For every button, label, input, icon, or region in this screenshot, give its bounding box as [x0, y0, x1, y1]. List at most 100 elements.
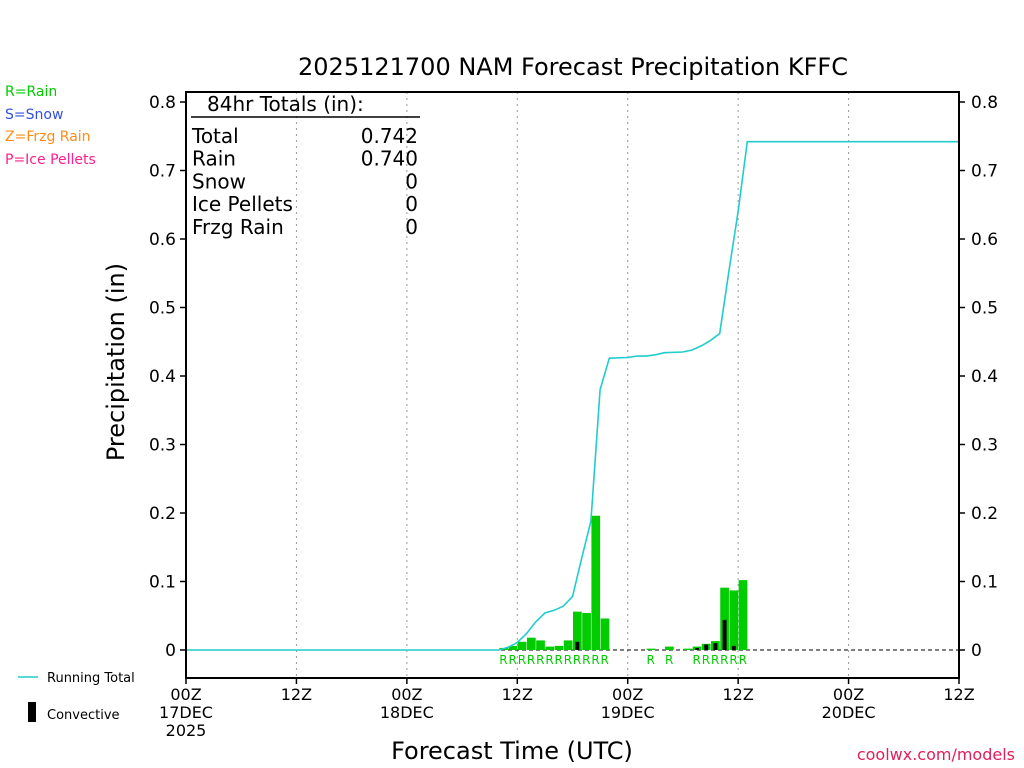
y-tick-label-right: 0.6 [971, 230, 998, 250]
totals-rows: Total 0.742 Rain 0.740 Snow 0 Ice Pellets 0 Frzg… [191, 124, 418, 239]
precip-bar [738, 580, 748, 650]
y-tick-label-right: 0.4 [971, 367, 998, 387]
precip-bar [563, 640, 573, 650]
precip-bar [600, 618, 610, 650]
totals-header: 84hr Totals (in): [207, 92, 364, 116]
y-tick-label-left: 0.2 [149, 504, 176, 524]
precip-bar [573, 611, 582, 650]
totals-row-value: 0.740 [361, 147, 418, 171]
y-tick-label-right: 0.3 [971, 436, 998, 456]
precip-bar [683, 648, 693, 650]
ptype-label: R [601, 653, 609, 667]
precip-bar [545, 646, 555, 650]
convective-bar [575, 641, 580, 650]
ptype-label: R [564, 653, 572, 667]
ptype-label: R [711, 653, 719, 667]
totals-row-value: 0 [405, 215, 418, 239]
x-tick-label: 12Z [281, 685, 312, 704]
precip-bar [720, 587, 729, 650]
ptype-label: R [729, 653, 737, 667]
ptype-label: R [536, 653, 544, 667]
y-tick-label-left: 0 [165, 641, 176, 661]
totals-row-value: 0.742 [361, 124, 418, 148]
y-tick-label-right: 0.5 [971, 299, 998, 319]
convective-bar [695, 647, 699, 650]
legend-frzg-rain: Z=Frzg Rain [5, 129, 91, 145]
convective-bar [713, 643, 718, 650]
precip-bar [517, 641, 527, 650]
x-tick-label: 00Z [612, 685, 643, 704]
totals-row-value: 0 [405, 169, 418, 193]
precip-bar [665, 646, 674, 650]
x-tick-label: 00Z [391, 685, 422, 704]
y-tick-label-left: 0.7 [149, 162, 176, 182]
legend-ice-pellets: P=Ice Pellets [5, 152, 96, 168]
totals-row-label: Ice Pellets [192, 192, 293, 216]
totals-row-label: Snow [192, 169, 246, 193]
x-tick-label: 12Z [943, 685, 974, 704]
running-total-layer [186, 140, 959, 651]
precip-bar [582, 613, 591, 650]
x-tick-label: 20DEC [822, 703, 876, 722]
chart-title: 2025121700 NAM Forecast Precipitation KF… [298, 53, 848, 81]
precip-bars [499, 515, 748, 650]
ptype-label: R [720, 653, 728, 667]
convective-bar [722, 619, 727, 650]
x-tick-label: 12Z [722, 685, 753, 704]
ptype-label: R [518, 653, 526, 667]
legend-rain: R=Rain [5, 84, 57, 100]
ptype-label: R [499, 653, 507, 667]
ptype-label: R [693, 653, 701, 667]
x-tick-label: 12Z [502, 685, 533, 704]
ptype-label: R [573, 653, 581, 667]
ptype-label: R [591, 653, 599, 667]
y-axis-ticks: 0 00.1 0.10.2 0.20.3 0.30.4 0.40.5 0.50.6 0.60.… [149, 93, 998, 661]
precip-bar [508, 645, 518, 650]
y-tick-label-left: 0.5 [149, 299, 176, 319]
x-axis-label: Forecast Time (UTC) [391, 737, 633, 765]
y-tick-label-left: 0.6 [149, 230, 176, 250]
ptype-label: R [739, 653, 747, 667]
y-axis-label: Precipitation (in) [102, 263, 130, 461]
y-tick-label-right: 0.2 [971, 504, 998, 524]
precip-bar [526, 637, 536, 650]
y-tick-label-left: 0.4 [149, 367, 176, 387]
totals-box: 84hr Totals (in): Total 0.742 Rain 0.740 Sno… [191, 92, 420, 239]
totals-row-value: 0 [405, 192, 418, 216]
precip-bar [554, 645, 564, 650]
ptype-label: R [582, 653, 590, 667]
y-tick-label-right: 0.1 [971, 573, 998, 593]
legend-snow: S=Snow [5, 107, 63, 123]
y-tick-label-left: 0.8 [149, 93, 176, 113]
watermark: coolwx.com/models [857, 745, 1015, 764]
y-tick-label-left: 0.1 [149, 573, 176, 593]
precip-bar [646, 648, 656, 650]
x-tick-label: 00Z [170, 685, 201, 704]
precip-bar [729, 590, 739, 650]
ptype-label: R [702, 653, 710, 667]
y-tick-label-right: 0 [971, 641, 982, 661]
x-tick-label: 2025 [166, 721, 207, 740]
totals-row-label: Frzg Rain [192, 215, 284, 239]
totals-row-label: Rain [192, 147, 236, 171]
ptype-label: R [509, 653, 517, 667]
convective-bar [731, 645, 736, 650]
ptype-label: R [555, 653, 563, 667]
convective-legend-label: Convective [47, 708, 120, 723]
y-tick-label-left: 0.3 [149, 436, 176, 456]
ptype-label: R [647, 653, 655, 667]
y-tick-label-right: 0.8 [971, 93, 998, 113]
convective-legend-swatch [28, 702, 36, 722]
x-tick-label: 17DEC [159, 703, 213, 722]
y-tick-label-right: 0.7 [971, 162, 998, 182]
running-total-line [186, 140, 959, 651]
ptype-label: R [665, 653, 673, 667]
precip-bar [536, 640, 545, 650]
totals-row-label: Total [191, 124, 239, 148]
precip-bar [591, 515, 601, 650]
plot-frame [185, 91, 960, 679]
convective-bar [704, 644, 709, 650]
